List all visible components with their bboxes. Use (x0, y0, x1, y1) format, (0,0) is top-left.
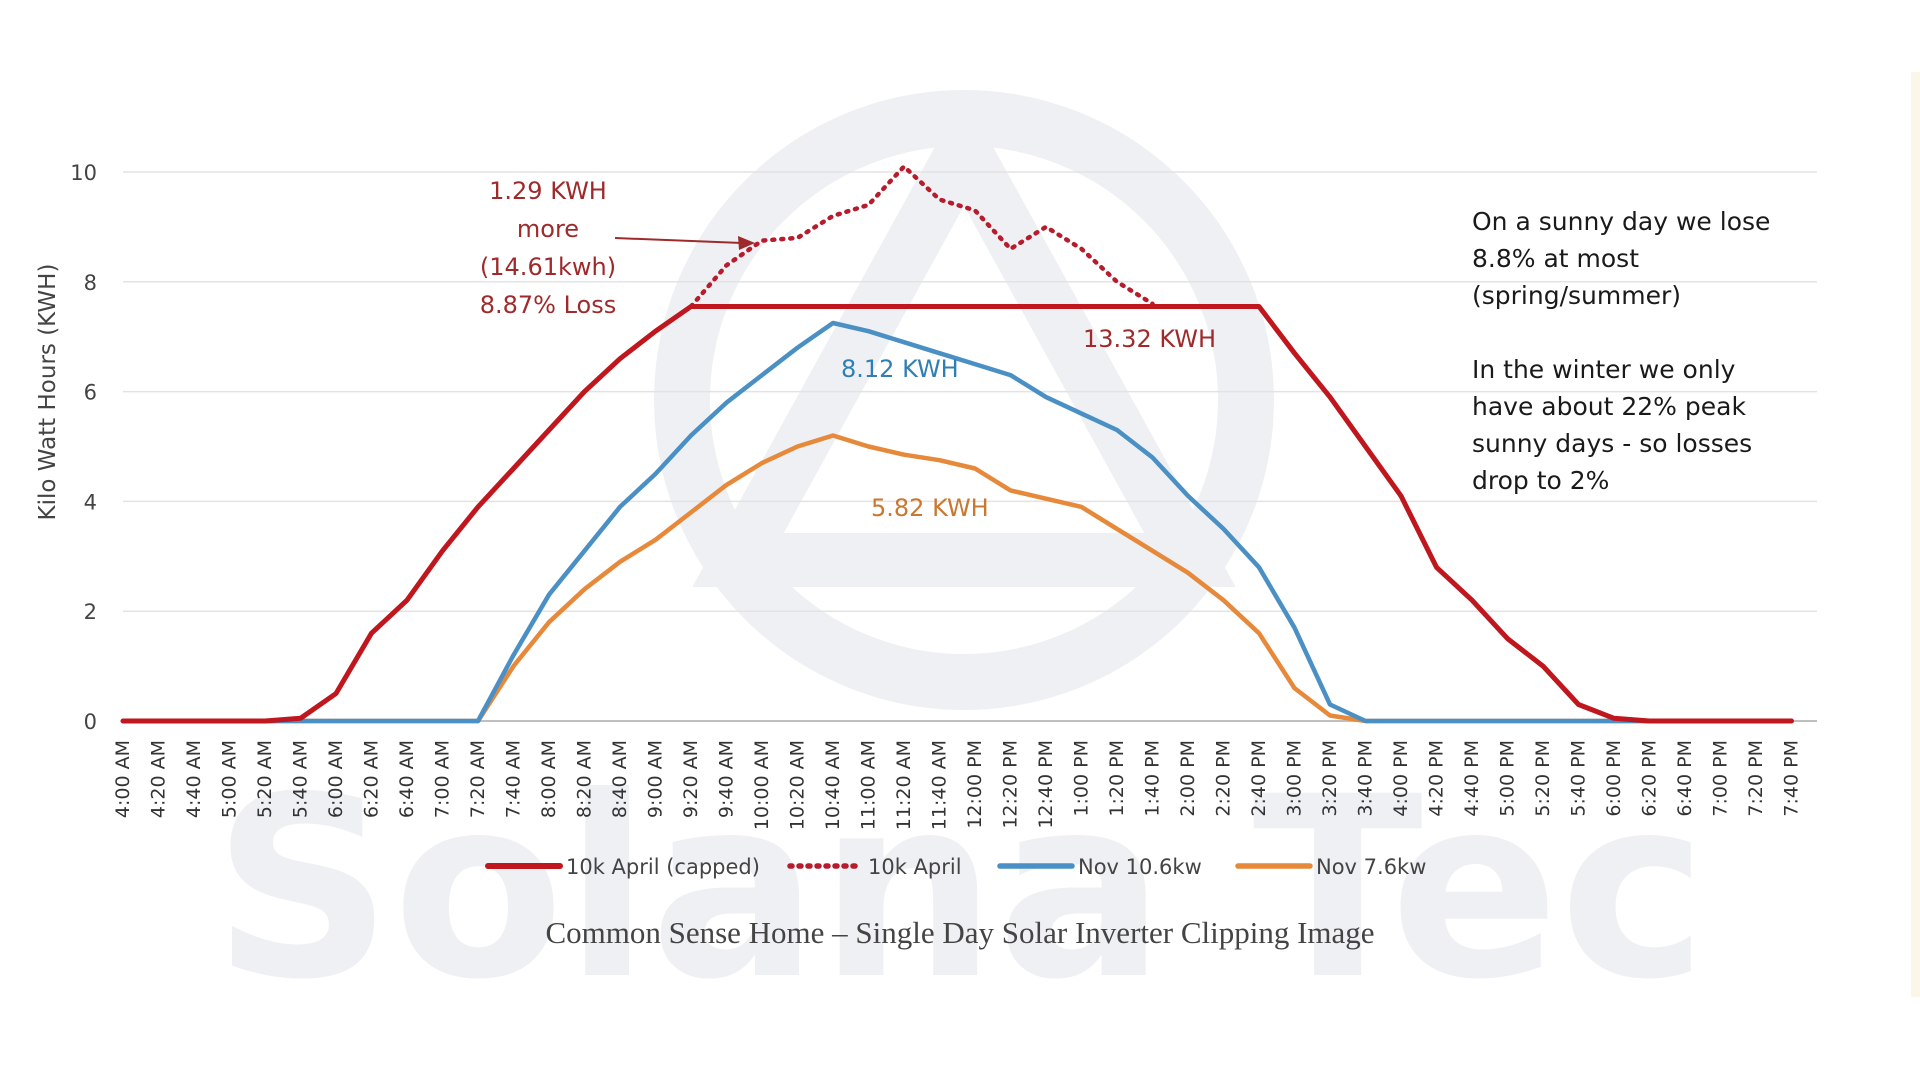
x-tick-label: 4:20 AM (148, 740, 170, 818)
watermark-text: Solana Tec (213, 743, 1708, 1034)
series-lines (120, 164, 1794, 724)
x-tick-label: 9:40 AM (716, 740, 738, 818)
winter-note: In the winter we only have about 22% pea… (1472, 351, 1802, 499)
note-line: drop to 2% (1472, 466, 1610, 495)
annotation-arrow (614, 236, 755, 250)
x-tick-label: 7:40 AM (503, 740, 525, 818)
x-tick-label: 8:40 AM (609, 740, 631, 818)
series-line-0 (120, 304, 1794, 724)
note-line: have about 22% peak (1472, 392, 1746, 421)
x-tick-label: 11:40 AM (929, 740, 951, 830)
sunny-day-note: On a sunny day we lose 8.8% at most (spr… (1472, 203, 1802, 314)
x-tick-label: 3:40 PM (1355, 740, 1377, 817)
x-tick-label: 11:00 AM (858, 740, 880, 830)
x-tick-label: 7:20 AM (467, 740, 489, 818)
x-tick-label: 4:40 AM (183, 740, 205, 818)
x-tick-label: 4:40 PM (1461, 740, 1483, 817)
x-tick-label: 4:20 PM (1426, 740, 1448, 817)
x-tick-label: 6:20 AM (361, 740, 383, 818)
note-line: 8.8% at most (1472, 244, 1640, 273)
capped-total-label: 13.32 KWH (1083, 325, 1216, 353)
x-tick-label: 7:20 PM (1745, 740, 1767, 817)
x-tick-label: 7:00 PM (1710, 740, 1732, 817)
x-tick-label: 6:00 AM (325, 740, 347, 818)
y-axis-ticks: 0 2 4 6 8 10 (70, 161, 97, 734)
x-tick-label: 11:20 AM (893, 740, 915, 830)
x-tick-label: 10:40 AM (822, 740, 844, 830)
x-tick-label: 3:00 PM (1284, 740, 1306, 817)
watermark: Solana Tec (213, 90, 1708, 1034)
x-tick-label: 1:20 PM (1106, 740, 1128, 817)
y-tick-label: 2 (84, 600, 97, 624)
y-tick-label: 8 (84, 271, 97, 295)
legend-label: 10k April (868, 855, 962, 879)
legend-label: Nov 7.6kw (1316, 855, 1426, 879)
arrow-shaft (614, 237, 743, 244)
note-line: sunny days - so losses (1472, 429, 1753, 458)
x-tick-label: 5:40 PM (1568, 740, 1590, 817)
x-tick-label: 8:20 AM (574, 740, 596, 818)
y-tick-label: 10 (70, 161, 97, 185)
extra-energy-annotation: 1.29 KWH more (14.61kwh) 8.87% Loss (468, 172, 628, 324)
x-tick-label: 6:40 AM (396, 740, 418, 818)
legend: 10k April (capped) 10k April Nov 10.6kw Nov… (485, 855, 1426, 879)
x-tick-label: 12:00 PM (964, 740, 986, 829)
x-tick-label: 5:40 AM (290, 740, 312, 818)
x-tick-label: 12:20 PM (1000, 740, 1022, 829)
annotation-line: 8.87% Loss (479, 291, 617, 319)
note-line: On a sunny day we lose (1472, 207, 1771, 236)
x-tick-label: 2:00 PM (1177, 740, 1199, 817)
nov-106-total-label: 8.12 KWH (841, 355, 959, 383)
x-tick-label: 5:20 AM (254, 740, 276, 818)
y-tick-label: 0 (84, 710, 97, 734)
x-tick-label: 5:00 PM (1497, 740, 1519, 817)
x-tick-label: 7:40 PM (1781, 740, 1803, 817)
page-edge-rule (1911, 72, 1920, 997)
x-tick-label: 2:20 PM (1213, 740, 1235, 817)
x-tick-label: 1:00 PM (1071, 740, 1093, 817)
watermark-triangle (692, 94, 1236, 587)
annotation-line: (14.61kwh) (479, 253, 617, 281)
x-tick-label: 4:00 PM (1390, 740, 1412, 817)
series-line-2 (120, 320, 1794, 724)
x-tick-label: 5:00 AM (219, 740, 241, 818)
x-tick-label: 6:00 PM (1603, 740, 1625, 817)
x-tick-label: 9:20 AM (680, 740, 702, 818)
x-tick-label: 12:40 PM (1035, 740, 1057, 829)
legend-label: 10k April (capped) (566, 855, 760, 879)
nov-76-total-label: 5.82 KWH (871, 494, 989, 522)
x-tick-label: 6:40 PM (1674, 740, 1696, 817)
legend-label: Nov 10.6kw (1078, 855, 1202, 879)
x-axis-ticks: 4:00 AM 4:20 AM 4:40 AM 5:00 AM 5:20 AM 5:40 … (112, 740, 1803, 830)
note-line: (spring/summer) (1472, 281, 1681, 310)
x-tick-label: 5:20 PM (1532, 740, 1554, 817)
note-line: In the winter we only (1472, 355, 1736, 384)
series-line-1 (688, 164, 1155, 309)
y-tick-label: 4 (84, 490, 97, 514)
x-tick-label: 9:00 AM (645, 740, 667, 818)
x-tick-label: 6:20 PM (1639, 740, 1661, 817)
x-tick-label: 10:20 AM (787, 740, 809, 830)
arrow-head (738, 236, 755, 250)
annotation-line: 1.29 KWH (489, 177, 607, 205)
x-tick-label: 10:00 AM (751, 740, 773, 830)
x-tick-label: 7:00 AM (432, 740, 454, 818)
x-tick-label: 3:20 PM (1319, 740, 1341, 817)
x-tick-label: 8:00 AM (538, 740, 560, 818)
x-tick-label: 4:00 AM (112, 740, 134, 818)
x-tick-label: 1:40 PM (1142, 740, 1164, 817)
figure-caption: Common Sense Home – Single Day Solar Inv… (545, 915, 1375, 950)
annotation-line: more (516, 215, 580, 243)
y-axis-label: Kilo Watt Hours (KWH) (35, 264, 61, 521)
y-tick-label: 6 (84, 381, 97, 405)
x-tick-label: 2:40 PM (1248, 740, 1270, 817)
